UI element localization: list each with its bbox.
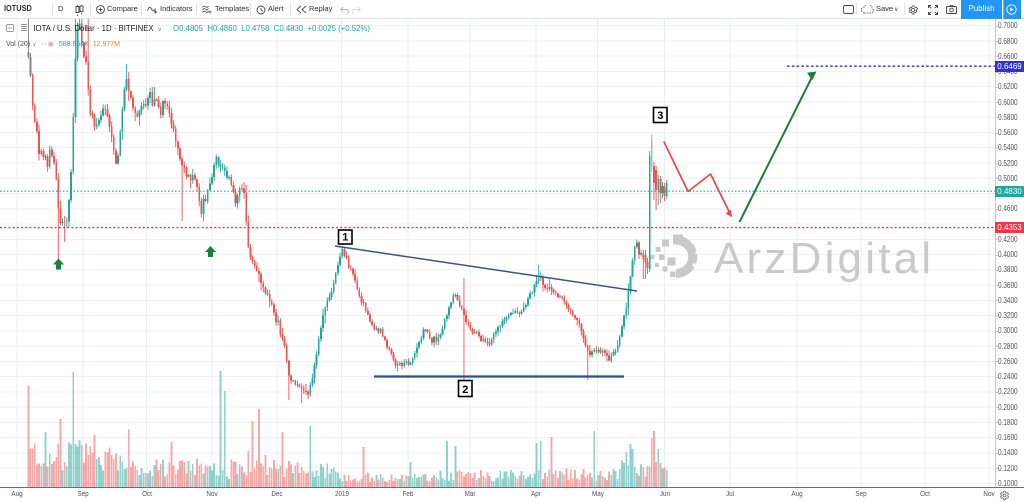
svg-text:3: 3: [657, 110, 663, 122]
svg-text:ArzDigital: ArzDigital: [714, 234, 934, 283]
svg-text:2: 2: [462, 384, 468, 396]
svg-text:1: 1: [342, 232, 348, 244]
